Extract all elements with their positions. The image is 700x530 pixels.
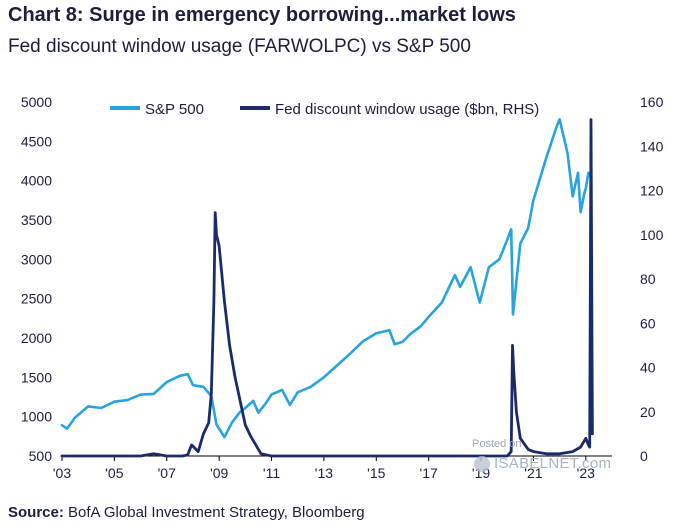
source-note: Source: BofA Global Investment Strategy,…	[8, 504, 365, 521]
y-left-tick-label: 2000	[21, 330, 52, 346]
y-right-tick-label: 100	[640, 227, 664, 243]
watermark-globe-icon	[474, 456, 490, 472]
chart-subtitle: Fed discount window usage (FARWOLPC) vs …	[8, 36, 471, 57]
source-text: BofA Global Investment Strategy, Bloombe…	[68, 504, 365, 521]
x-tick-label: '13	[315, 465, 333, 481]
x-tick-label: '07	[158, 465, 176, 481]
y-left-tick-label: 1500	[21, 369, 52, 385]
y-left-tick-label: 4000	[21, 173, 52, 189]
legend: S&P 500 Fed discount window usage ($bn, …	[110, 101, 539, 118]
x-tick-label: '23	[577, 465, 595, 481]
y-left-tick-label: 1000	[21, 409, 52, 425]
legend-label-fed: Fed discount window usage ($bn, RHS)	[275, 101, 539, 118]
series-group	[60, 118, 594, 458]
y-right-tick-label: 140	[640, 138, 664, 154]
y-right-tick-label: 120	[640, 183, 664, 199]
y-left-tick-label: 5000	[21, 94, 52, 110]
x-tick-label: '15	[367, 465, 385, 481]
x-tick-label: '11	[263, 465, 280, 481]
series-line-fed	[60, 118, 594, 458]
axes-group: '03'05'07'09'11'13'15'17'19'21'235001000…	[21, 94, 664, 481]
y-left-tick-label: 4500	[21, 133, 52, 149]
y-left-tick-label: 2500	[21, 291, 52, 307]
x-tick-label: '17	[420, 465, 438, 481]
y-left-tick-label: 3000	[21, 251, 52, 267]
x-tick-label: '21	[524, 465, 542, 481]
x-tick-label: '03	[53, 465, 71, 481]
source-label: Source:	[8, 504, 64, 521]
y-right-tick-label: 0	[640, 448, 648, 464]
y-left-tick-label: 3500	[21, 212, 52, 228]
watermark-posted: Posted on	[472, 438, 522, 450]
x-tick-label: '09	[210, 465, 228, 481]
y-right-tick-label: 80	[640, 271, 656, 287]
y-right-tick-label: 160	[640, 94, 664, 110]
chart-title: Chart 8: Surge in emergency borrowing...…	[8, 4, 516, 26]
x-tick-label: '05	[105, 465, 123, 481]
y-right-tick-label: 60	[640, 315, 656, 331]
y-right-tick-label: 20	[640, 404, 656, 420]
legend-label-sp500: S&P 500	[145, 101, 204, 118]
watermark-brand: ISABELNET.com	[494, 455, 612, 472]
y-right-tick-label: 40	[640, 360, 656, 376]
y-left-tick-label: 500	[29, 448, 53, 464]
series-line-sp500	[60, 118, 593, 439]
